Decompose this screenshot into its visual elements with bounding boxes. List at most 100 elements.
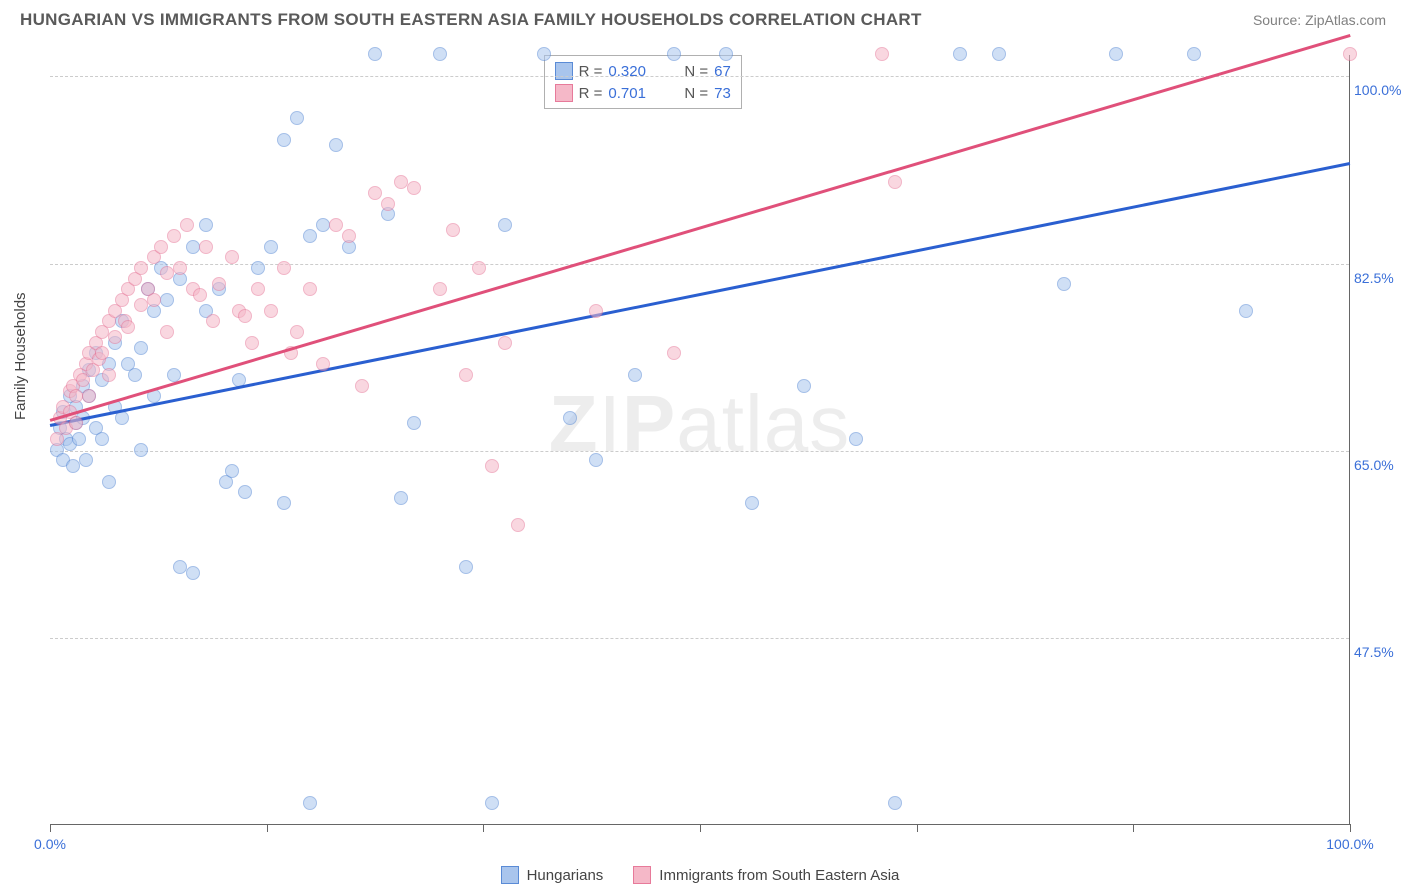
legend-swatch	[633, 866, 651, 884]
x-tick	[700, 824, 701, 832]
data-point	[212, 282, 226, 296]
data-point	[394, 175, 408, 189]
x-tick	[1133, 824, 1134, 832]
data-point	[433, 282, 447, 296]
trend-line	[50, 162, 1350, 426]
data-point	[745, 496, 759, 510]
data-point	[264, 304, 278, 318]
data-point	[186, 282, 200, 296]
data-point	[128, 368, 142, 382]
gridline	[50, 638, 1349, 639]
header-row: HUNGARIAN VS IMMIGRANTS FROM SOUTH EASTE…	[0, 0, 1406, 35]
data-point	[173, 560, 187, 574]
data-point	[199, 240, 213, 254]
gridline	[50, 451, 1349, 452]
data-point	[134, 298, 148, 312]
data-point	[238, 309, 252, 323]
data-point	[147, 304, 161, 318]
gridline	[50, 264, 1349, 265]
data-point	[628, 368, 642, 382]
data-point	[115, 293, 129, 307]
r-label: R =	[579, 85, 603, 102]
data-point	[1343, 47, 1357, 61]
data-point	[154, 240, 168, 254]
legend-swatch	[501, 866, 519, 884]
data-point	[394, 491, 408, 505]
data-point	[121, 282, 135, 296]
watermark: ZIPatlas	[549, 378, 850, 470]
x-tick	[50, 824, 51, 832]
data-point	[264, 240, 278, 254]
data-point	[95, 373, 109, 387]
data-point	[186, 566, 200, 580]
data-point	[316, 218, 330, 232]
data-point	[1109, 47, 1123, 61]
data-point	[381, 207, 395, 221]
data-point	[82, 389, 96, 403]
y-tick-label: 82.5%	[1354, 270, 1406, 286]
data-point	[193, 288, 207, 302]
correlation-legend: R =0.320N =67R =0.701N =73	[544, 55, 742, 109]
data-point	[303, 282, 317, 296]
source-label: Source: ZipAtlas.com	[1253, 12, 1386, 28]
data-point	[1239, 304, 1253, 318]
data-point	[72, 432, 86, 446]
data-point	[86, 363, 100, 377]
data-point	[102, 368, 116, 382]
n-label: N =	[684, 85, 708, 102]
data-point	[69, 389, 83, 403]
data-point	[290, 325, 304, 339]
data-point	[446, 223, 460, 237]
data-point	[1187, 47, 1201, 61]
y-tick-label: 47.5%	[1354, 644, 1406, 660]
data-point	[953, 47, 967, 61]
data-point	[108, 304, 122, 318]
data-point	[225, 250, 239, 264]
data-point	[485, 796, 499, 810]
data-point	[118, 314, 132, 328]
data-point	[108, 330, 122, 344]
data-point	[102, 314, 116, 328]
data-point	[102, 475, 116, 489]
data-point	[589, 453, 603, 467]
gridline	[50, 76, 1349, 77]
data-point	[433, 47, 447, 61]
scatter-chart: ZIPatlas R =0.320N =67R =0.701N =73 100.…	[50, 55, 1350, 825]
legend-item: Hungarians	[501, 866, 604, 884]
x-tick	[917, 824, 918, 832]
data-point	[128, 272, 142, 286]
legend-swatch	[555, 84, 573, 102]
data-point	[888, 796, 902, 810]
data-point	[95, 325, 109, 339]
data-point	[160, 266, 174, 280]
data-point	[511, 518, 525, 532]
data-point	[342, 229, 356, 243]
data-point	[407, 181, 421, 195]
data-point	[160, 293, 174, 307]
data-point	[115, 314, 129, 328]
data-point	[563, 411, 577, 425]
data-point	[212, 277, 226, 291]
y-tick-label: 65.0%	[1354, 457, 1406, 473]
y-axis-label: Family Households	[12, 292, 29, 420]
data-point	[95, 432, 109, 446]
data-point	[89, 346, 103, 360]
data-point	[89, 421, 103, 435]
data-point	[368, 47, 382, 61]
data-point	[76, 373, 90, 387]
data-point	[141, 282, 155, 296]
data-point	[368, 186, 382, 200]
x-tick	[483, 824, 484, 832]
data-point	[66, 459, 80, 473]
data-point	[888, 175, 902, 189]
data-point	[79, 357, 93, 371]
r-value: 0.701	[608, 85, 668, 102]
data-point	[167, 229, 181, 243]
data-point	[303, 796, 317, 810]
data-point	[245, 336, 259, 350]
data-point	[173, 272, 187, 286]
data-point	[485, 459, 499, 473]
series-legend: HungariansImmigrants from South Eastern …	[50, 866, 1350, 884]
data-point	[79, 453, 93, 467]
data-point	[381, 197, 395, 211]
